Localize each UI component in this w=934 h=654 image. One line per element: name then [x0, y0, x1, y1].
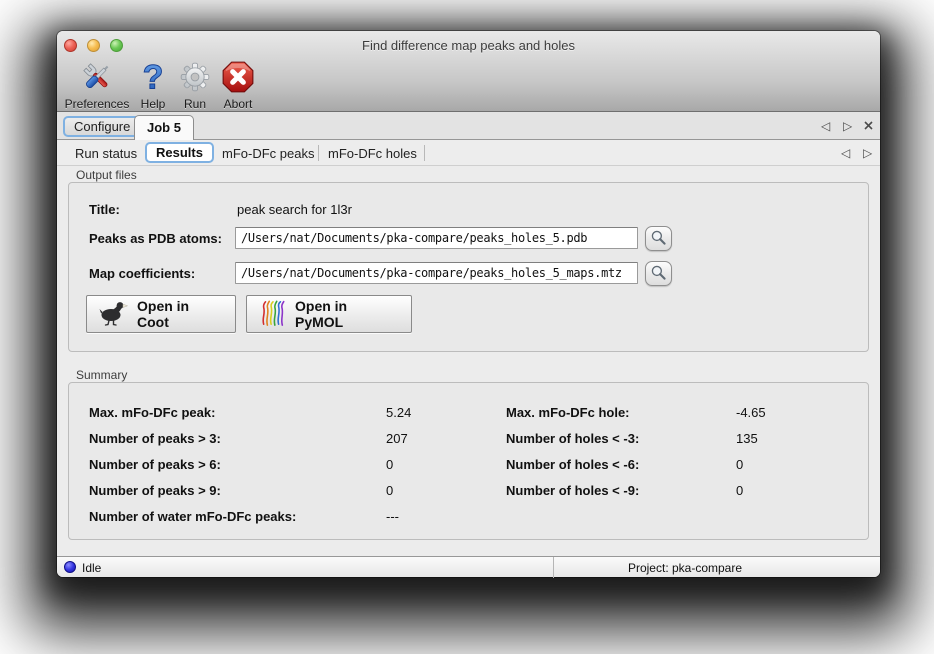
peaks-pdb-path-field[interactable] — [235, 227, 638, 249]
job-tab-bar: Configure Job 5 ◁ ▷ — [57, 112, 880, 140]
output-files-groupbox: Title: peak search for 1l3r Peaks as PDB… — [68, 182, 869, 352]
summary-value: 0 — [386, 483, 394, 498]
title-label: Title: — [89, 202, 120, 217]
peaks-pdb-label: Peaks as PDB atoms: — [89, 231, 222, 246]
summary-label: Number of water mFo-DFc peaks: — [89, 509, 297, 524]
status-indicator-icon — [64, 561, 76, 573]
browse-map-button[interactable] — [645, 261, 672, 286]
titlebar-toolbar: Find difference map peaks and holes — [57, 31, 880, 112]
results-tab-bar: Run status Results mFo-DFc peaks mFo-DFc… — [57, 140, 880, 166]
help-button[interactable]: ? Help — [136, 58, 170, 111]
subtab-results[interactable]: Results — [145, 142, 214, 163]
minimize-window-button[interactable] — [87, 39, 100, 52]
window-title: Find difference map peaks and holes — [362, 38, 575, 53]
summary-value: 207 — [386, 431, 408, 446]
open-in-pymol-button[interactable]: Open in PyMOL — [246, 295, 412, 333]
summary-label: Number of peaks > 6: — [89, 457, 221, 472]
help-label: Help — [140, 97, 166, 111]
project-name: Project: pka-compare — [627, 561, 743, 575]
pymol-ribbon-icon — [259, 299, 287, 330]
map-coefficients-path-field[interactable] — [235, 262, 638, 284]
app-window: Find difference map peaks and holes — [57, 31, 880, 578]
summary-value: 0 — [736, 483, 744, 498]
tab-job-5[interactable]: Job 5 — [134, 115, 194, 140]
tab-configure[interactable]: Configure — [63, 116, 142, 137]
open-in-coot-button[interactable]: Open in Coot — [86, 295, 236, 333]
status-bar: Idle Project: pka-compare — [57, 556, 880, 578]
preferences-label: Preferences — [64, 97, 130, 111]
summary-value: 5.24 — [386, 405, 412, 420]
browse-peaks-button[interactable] — [645, 226, 672, 251]
subtab-mfo-dfc-peaks[interactable]: mFo-DFc peaks — [222, 146, 315, 161]
summary-groupbox: Max. mFo-DFc peak: 5.24 Max. mFo-DFc hol… — [68, 382, 869, 540]
magnifier-icon — [651, 230, 666, 245]
summary-value: 0 — [386, 457, 394, 472]
map-coefficients-label: Map coefficients: — [89, 266, 196, 281]
close-tab-icon[interactable] — [863, 120, 874, 133]
svg-text:?: ? — [143, 60, 164, 94]
summary-group-label: Summary — [76, 368, 128, 382]
gear-icon — [176, 60, 214, 96]
coot-bird-icon — [99, 300, 129, 329]
subtab-scroll-right-icon[interactable]: ▷ — [863, 146, 873, 160]
open-in-pymol-label: Open in PyMOL — [295, 298, 348, 330]
summary-label: Max. mFo-DFc hole: — [506, 405, 630, 420]
magnifier-icon — [651, 265, 666, 280]
tab-scroll-left-icon[interactable]: ◁ — [821, 119, 831, 133]
zoom-window-button[interactable] — [110, 39, 123, 52]
summary-value: -4.65 — [736, 405, 766, 420]
abort-label: Abort — [223, 97, 253, 111]
summary-label: Number of peaks > 9: — [89, 483, 221, 498]
open-in-coot-label: Open in Coot — [137, 298, 190, 330]
subtab-separator — [318, 145, 319, 161]
close-window-button[interactable] — [64, 39, 77, 52]
subtab-separator — [424, 145, 425, 161]
subtab-run-status[interactable]: Run status — [75, 146, 138, 161]
tools-icon — [63, 60, 131, 96]
run-label: Run — [183, 97, 206, 111]
summary-value: --- — [386, 509, 399, 524]
tab-scroll-right-icon[interactable]: ▷ — [843, 119, 853, 133]
output-files-group-label: Output files — [76, 168, 137, 182]
subtab-scroll-left-icon[interactable]: ◁ — [841, 146, 851, 160]
summary-label: Number of holes < -9: — [506, 483, 640, 498]
run-button[interactable]: Run — [176, 60, 214, 111]
results-panel: Output files Title: peak search for 1l3r… — [57, 166, 880, 556]
summary-label: Number of holes < -6: — [506, 457, 640, 472]
stop-icon — [216, 60, 260, 96]
summary-label: Number of holes < -3: — [506, 431, 640, 446]
status-text: Idle — [82, 561, 102, 575]
summary-value: 135 — [736, 431, 758, 446]
status-bar-divider — [553, 557, 554, 578]
summary-value: 0 — [736, 457, 744, 472]
abort-button[interactable]: Abort — [216, 60, 260, 111]
question-icon: ? — [136, 58, 170, 97]
subtab-mfo-dfc-holes[interactable]: mFo-DFc holes — [328, 146, 417, 161]
preferences-button[interactable]: Preferences — [63, 60, 131, 111]
summary-label: Number of peaks > 3: — [89, 431, 221, 446]
title-value: peak search for 1l3r — [237, 202, 352, 217]
summary-label: Max. mFo-DFc peak: — [89, 405, 216, 420]
